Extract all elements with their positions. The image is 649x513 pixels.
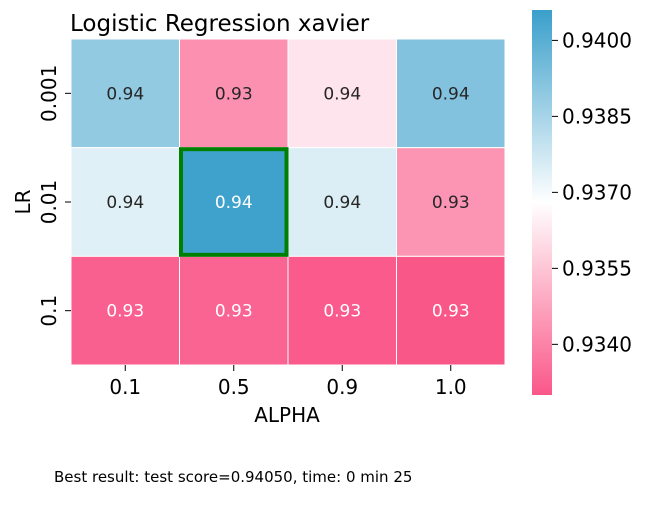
cell-value-label: 0.94	[323, 193, 361, 213]
cell-value-label: 0.93	[106, 302, 144, 322]
cell-value-label: 0.93	[215, 84, 253, 104]
x-axis-label: ALPHA	[254, 403, 320, 427]
cell-value-label: 0.94	[215, 193, 253, 213]
cell-value-label: 0.93	[432, 193, 470, 213]
x-tick-label: 0.1	[109, 375, 141, 399]
y-tick-label: 0.1	[37, 295, 61, 327]
cell-value-label: 0.93	[323, 302, 361, 322]
y-axis-label: LR	[11, 189, 35, 214]
heatmap-cell	[179, 147, 289, 257]
x-axis-ticks: 0.1 0.5 0.9 1.0	[109, 365, 467, 399]
chart-title: Logistic Regression xavier	[70, 11, 370, 37]
colorbar-tick-label: 0.9340	[562, 332, 632, 356]
colorbar-tick-label: 0.9370	[562, 180, 632, 204]
x-tick-label: 0.5	[218, 375, 250, 399]
colorbar-ticks: 0.9340 0.9355 0.9370 0.9385 0.9400	[552, 28, 632, 356]
colorbar-tick-label: 0.9355	[562, 256, 632, 280]
y-tick-label: 0.001	[37, 65, 61, 122]
heatmap-cell	[396, 38, 506, 149]
cell-value-label: 0.94	[323, 84, 361, 104]
heatmap-cell	[396, 255, 506, 366]
x-tick-label: 1.0	[435, 375, 467, 399]
best-result-footer: Best result: test score=0.94050, time: 0…	[54, 468, 413, 486]
cell-value-label: 0.93	[215, 302, 253, 322]
colorbar-tick-label: 0.9385	[562, 104, 632, 128]
cell-value-label: 0.93	[432, 302, 470, 322]
y-tick-label: 0.01	[37, 180, 61, 225]
x-tick-label: 0.9	[326, 375, 358, 399]
best-cell-outline	[179, 147, 289, 257]
heatmap-cell	[179, 38, 289, 149]
heatmap-cells	[70, 38, 506, 366]
colorbar-tick-label: 0.9400	[562, 28, 632, 52]
cell-value-label: 0.94	[106, 84, 144, 104]
heatmap-cell	[70, 147, 180, 257]
heatmap-cell-labels: 0.94 0.93 0.94 0.94 0.94 0.94 0.94 0.93 0.93 0.93…	[106, 84, 469, 321]
heatmap-cell	[287, 38, 397, 149]
colorbar	[532, 10, 552, 395]
y-axis-ticks: 0.001 0.01 0.1	[37, 65, 71, 327]
cell-value-label: 0.94	[432, 84, 470, 104]
cell-value-label: 0.94	[106, 193, 144, 213]
best-cell-highlight	[179, 147, 289, 257]
heatmap-cell	[70, 38, 180, 149]
heatmap-cell	[179, 255, 289, 366]
heatmap-cell	[396, 147, 506, 257]
